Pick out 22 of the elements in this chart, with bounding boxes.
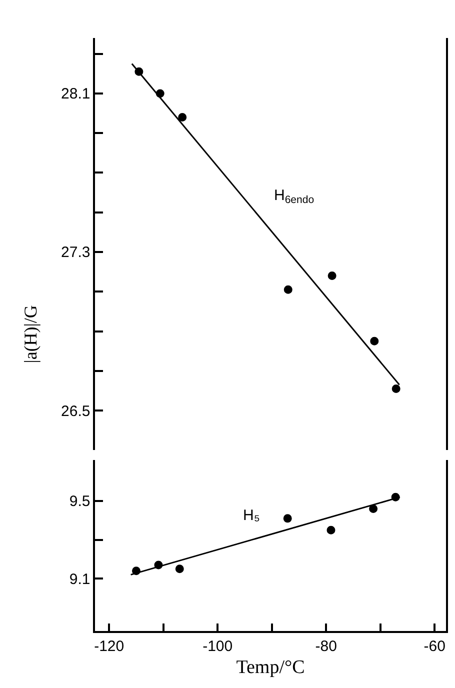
x-tick-label: -120 — [94, 638, 124, 655]
point — [283, 514, 292, 523]
point — [392, 384, 400, 393]
x-axis-title: Temp/°C — [236, 657, 305, 678]
text: H$_{6endo}$ — [274, 187, 314, 206]
x-tick-label: -100 — [202, 638, 233, 655]
series-label: H₅ — [243, 507, 260, 524]
point — [328, 272, 336, 280]
y-tick-label: 27.3 — [61, 244, 90, 262]
y-tick-label: 28.1 — [61, 86, 90, 103]
y-tick-label: 9.5 — [69, 493, 90, 510]
x-tick-label: -80 — [315, 638, 337, 655]
point — [175, 564, 184, 574]
y-tick-label: 9.1 — [69, 570, 90, 588]
point — [370, 336, 379, 346]
point — [326, 526, 336, 534]
x-tick-label: -60 — [424, 638, 446, 655]
point — [178, 113, 187, 122]
point — [369, 504, 378, 513]
y-tick-label: 26.5 — [61, 402, 90, 420]
y-axis-title: |a(H)|/G — [20, 305, 40, 364]
point — [284, 285, 292, 294]
